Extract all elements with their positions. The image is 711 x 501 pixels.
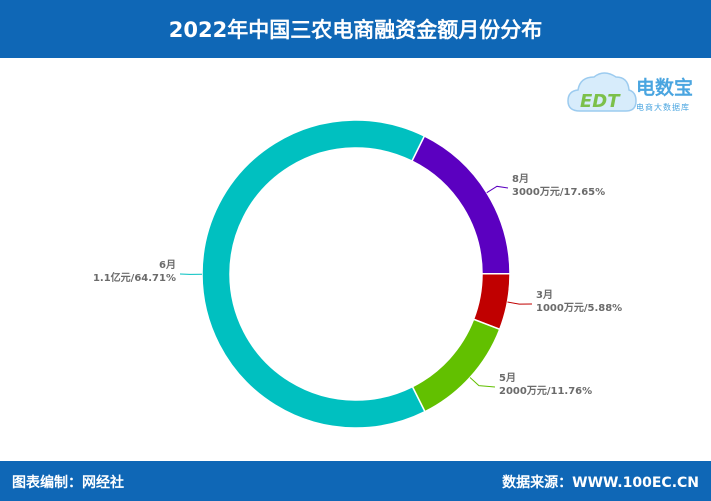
slice-label-value-2: 1000万元/5.88% xyxy=(536,302,622,314)
footer-source: 数据来源：WWW.100EC.CN xyxy=(502,475,699,491)
logo-cloud-icon: EDT xyxy=(567,72,637,112)
logo-subtitle: 电商大数据库 xyxy=(636,103,690,112)
slice-label-value-3: 2000万元/11.76% xyxy=(499,385,592,397)
slice-1 xyxy=(410,135,511,275)
footer-bar: 图表编制：网经社 数据来源：WWW.100EC.CN xyxy=(0,461,711,501)
leader-line-2 xyxy=(507,301,533,305)
slice-4 xyxy=(201,119,426,429)
slice-label-name-3: 5月 xyxy=(499,372,516,384)
slice-label-name-4: 6月 xyxy=(159,259,176,271)
leader-line-1 xyxy=(486,185,509,194)
slice-label-name-2: 3月 xyxy=(536,289,553,301)
slice-3 xyxy=(411,318,501,413)
slice-label-value-4: 1.1亿元/64.71% xyxy=(93,271,176,284)
chart-title-bar: 2022年中国三农电商融资金额月份分布 xyxy=(0,0,711,58)
slice-label-value-1: 3000万元/17.65% xyxy=(512,186,605,198)
chart-title: 2022年中国三农电商融资金额月份分布 xyxy=(168,18,543,42)
footer-credit: 图表编制：网经社 xyxy=(12,475,124,491)
logo-mark: EDT xyxy=(580,91,621,112)
logo-name: 电数宝 xyxy=(636,77,694,99)
slice-label-name-1: 8月 xyxy=(512,173,529,185)
leader-line-3 xyxy=(469,377,496,388)
